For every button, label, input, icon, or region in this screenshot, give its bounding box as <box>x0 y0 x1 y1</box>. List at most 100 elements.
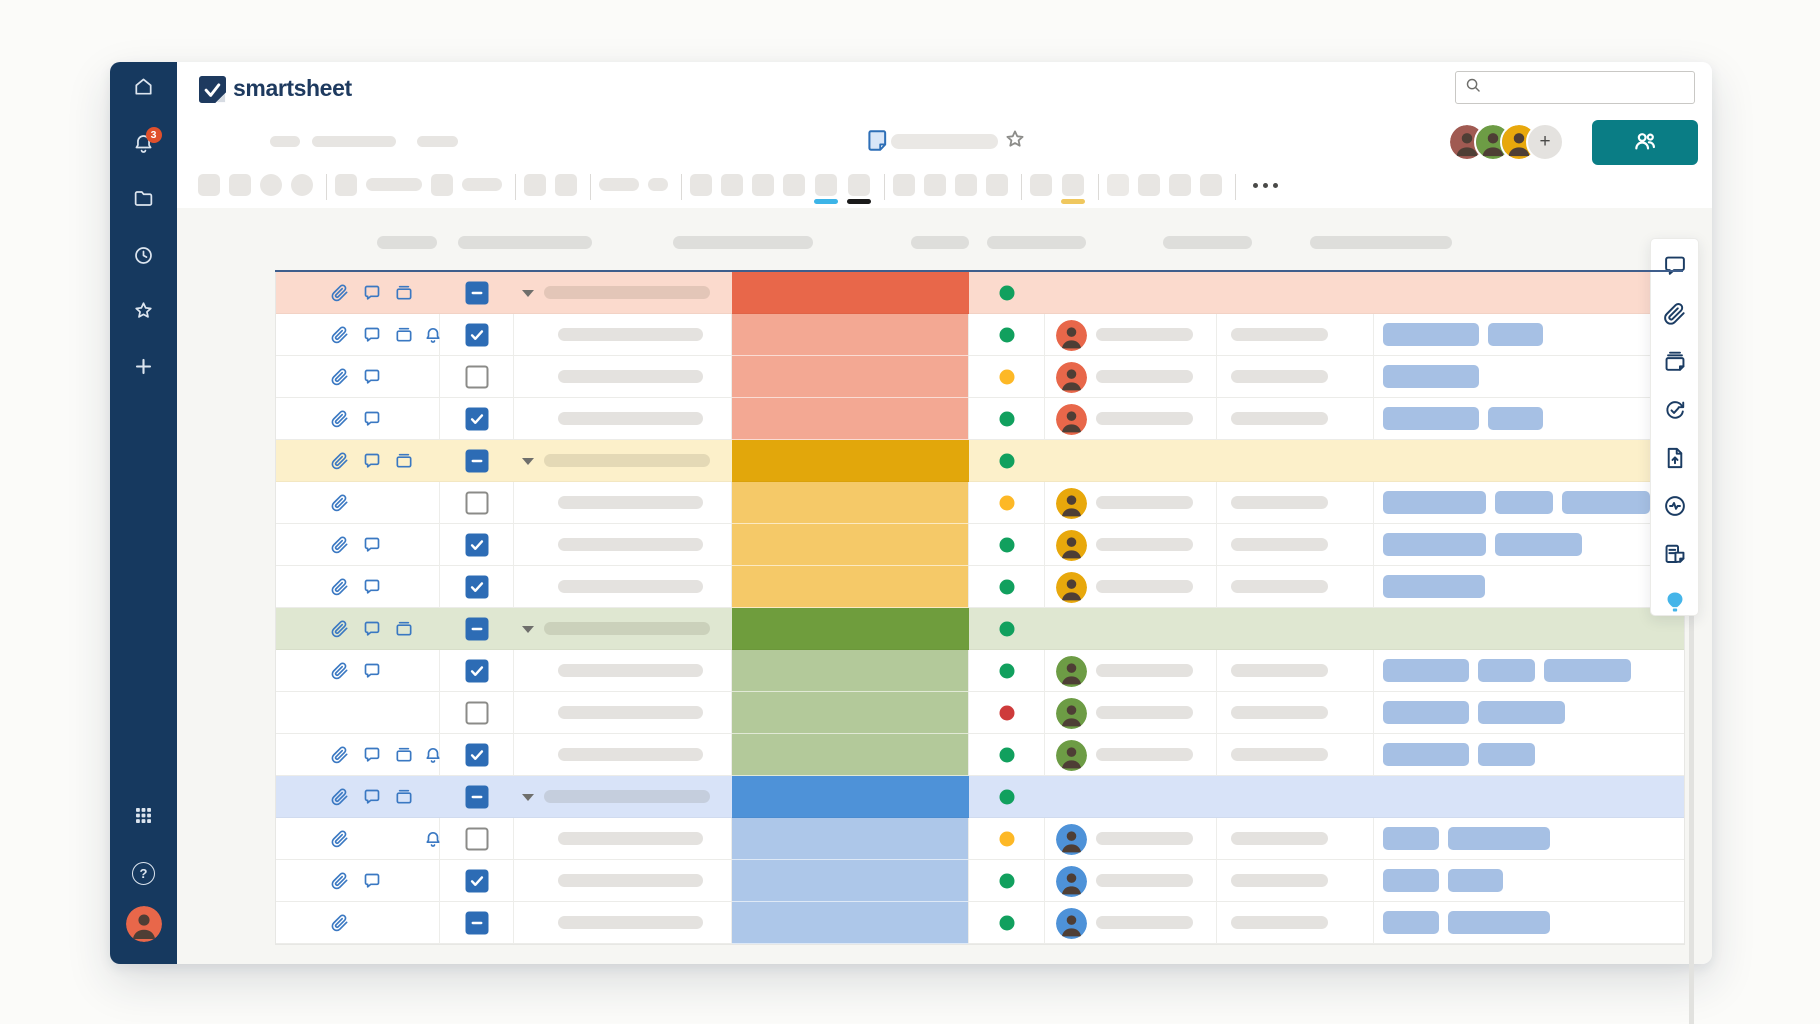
sidebar-item-recents[interactable] <box>124 238 164 278</box>
search-input[interactable] <box>1489 78 1686 97</box>
toolbar-button-placeholder[interactable] <box>335 174 357 196</box>
toolbar-button-placeholder[interactable] <box>847 174 871 204</box>
toolbar-button-placeholder[interactable] <box>783 174 805 196</box>
toolbar-button-placeholder[interactable] <box>1107 174 1129 196</box>
row-checkbox-indeterminate[interactable] <box>465 449 489 472</box>
assignee-avatar[interactable] <box>1056 403 1087 435</box>
toolbar-button-placeholder[interactable] <box>1169 174 1191 196</box>
proof-icon[interactable] <box>394 745 414 765</box>
assignee-avatar[interactable] <box>1056 697 1087 729</box>
row-checkbox-checked[interactable] <box>465 533 488 556</box>
assignee-avatar[interactable] <box>1056 571 1087 603</box>
activity-log-icon[interactable] <box>1662 493 1688 519</box>
toolbar-button-placeholder[interactable] <box>291 174 313 196</box>
sidebar-item-apps[interactable] <box>124 798 164 838</box>
toolbar-button-placeholder[interactable] <box>690 174 712 196</box>
toolbar-button-placeholder[interactable] <box>986 174 1008 196</box>
row-checkbox-indeterminate[interactable] <box>465 785 489 808</box>
assignee-avatar[interactable] <box>1056 319 1087 351</box>
row-checkbox-unchecked[interactable] <box>465 491 488 514</box>
update-requests-icon[interactable] <box>1662 397 1688 423</box>
attachment-icon[interactable] <box>330 535 350 555</box>
toolbar-button-placeholder[interactable] <box>893 174 915 196</box>
comment-icon[interactable] <box>362 283 382 303</box>
row-checkbox-checked[interactable] <box>465 743 488 766</box>
attachment-icon[interactable] <box>330 283 350 303</box>
toolbar-button-placeholder[interactable] <box>1200 174 1222 196</box>
row-checkbox-unchecked[interactable] <box>465 701 488 724</box>
attachments-icon[interactable] <box>1662 301 1688 327</box>
comment-icon[interactable] <box>362 787 382 807</box>
sidebar-item-folders[interactable] <box>124 181 164 221</box>
assignee-avatar[interactable] <box>1056 529 1087 561</box>
attachment-icon[interactable] <box>330 787 350 807</box>
row-checkbox-unchecked[interactable] <box>465 827 488 850</box>
proof-icon[interactable] <box>394 787 414 807</box>
attachment-icon[interactable] <box>330 577 350 597</box>
toolbar-button-placeholder[interactable] <box>229 174 251 196</box>
comment-icon[interactable] <box>362 325 382 345</box>
comment-icon[interactable] <box>362 577 382 597</box>
publish-icon[interactable] <box>1662 445 1688 471</box>
sidebar-item-home[interactable] <box>124 69 164 109</box>
collapse-caret-icon[interactable] <box>522 625 534 633</box>
attachment-icon[interactable] <box>330 619 350 639</box>
toolbar-button-placeholder[interactable] <box>1030 174 1052 196</box>
reminder-icon[interactable] <box>423 745 443 765</box>
attachment-icon[interactable] <box>330 913 350 933</box>
attachment-icon[interactable] <box>330 493 350 513</box>
collapse-caret-icon[interactable] <box>522 289 534 297</box>
row-checkbox-checked[interactable] <box>465 407 488 430</box>
toolbar-button-placeholder[interactable] <box>1061 174 1085 204</box>
proof-icon[interactable] <box>394 283 414 303</box>
toolbar-button-placeholder[interactable] <box>555 174 577 196</box>
comment-icon[interactable] <box>362 619 382 639</box>
row-checkbox-checked[interactable] <box>465 659 488 682</box>
attachment-icon[interactable] <box>330 661 350 681</box>
proof-icon[interactable] <box>394 325 414 345</box>
assignee-avatar[interactable] <box>1056 907 1087 939</box>
row-checkbox-unchecked[interactable] <box>465 365 488 388</box>
attachment-icon[interactable] <box>330 367 350 387</box>
comment-icon[interactable] <box>362 451 382 471</box>
comment-icon[interactable] <box>362 871 382 891</box>
row-checkbox-indeterminate[interactable] <box>465 911 488 934</box>
row-checkbox-checked[interactable] <box>465 323 488 346</box>
assignee-avatar[interactable] <box>1056 739 1087 771</box>
row-checkbox-checked[interactable] <box>465 869 488 892</box>
sidebar-item-favorites[interactable] <box>124 293 164 333</box>
toolbar-button-placeholder[interactable] <box>524 174 546 196</box>
toolbar-button-placeholder[interactable] <box>924 174 946 196</box>
toolbar-button-placeholder[interactable] <box>599 174 639 191</box>
toolbar-button-placeholder[interactable] <box>198 174 220 196</box>
proofs-icon[interactable] <box>1662 349 1688 375</box>
search-box[interactable] <box>1455 71 1695 104</box>
collapse-caret-icon[interactable] <box>522 793 534 801</box>
attachment-icon[interactable] <box>330 871 350 891</box>
account-avatar[interactable] <box>125 906 162 942</box>
comment-icon[interactable] <box>362 745 382 765</box>
row-checkbox-indeterminate[interactable] <box>465 281 489 304</box>
sidebar-item-notifications[interactable]: 3 <box>124 126 164 166</box>
share-button[interactable] <box>1592 120 1698 165</box>
toolbar-button-placeholder[interactable] <box>955 174 977 196</box>
attachment-icon[interactable] <box>330 451 350 471</box>
proof-icon[interactable] <box>394 451 414 471</box>
assignee-avatar[interactable] <box>1056 823 1087 855</box>
toolbar-button-placeholder[interactable] <box>721 174 743 196</box>
collapse-caret-icon[interactable] <box>522 457 534 465</box>
toolbar-button-placeholder[interactable] <box>431 174 453 196</box>
comment-icon[interactable] <box>362 535 382 555</box>
comment-icon[interactable] <box>362 409 382 429</box>
attachment-icon[interactable] <box>330 829 350 849</box>
toolbar-button-placeholder[interactable] <box>462 174 502 191</box>
toolbar-button-placeholder[interactable] <box>814 174 838 204</box>
row-checkbox-indeterminate[interactable] <box>465 617 489 640</box>
whats-new-icon[interactable] <box>1662 589 1688 615</box>
sheet-summary-icon[interactable] <box>1662 541 1688 567</box>
reminder-icon[interactable] <box>423 829 443 849</box>
attachment-icon[interactable] <box>330 409 350 429</box>
toolbar-button-placeholder[interactable] <box>752 174 774 196</box>
sidebar-item-create[interactable] <box>124 349 164 389</box>
comment-icon[interactable] <box>362 367 382 387</box>
